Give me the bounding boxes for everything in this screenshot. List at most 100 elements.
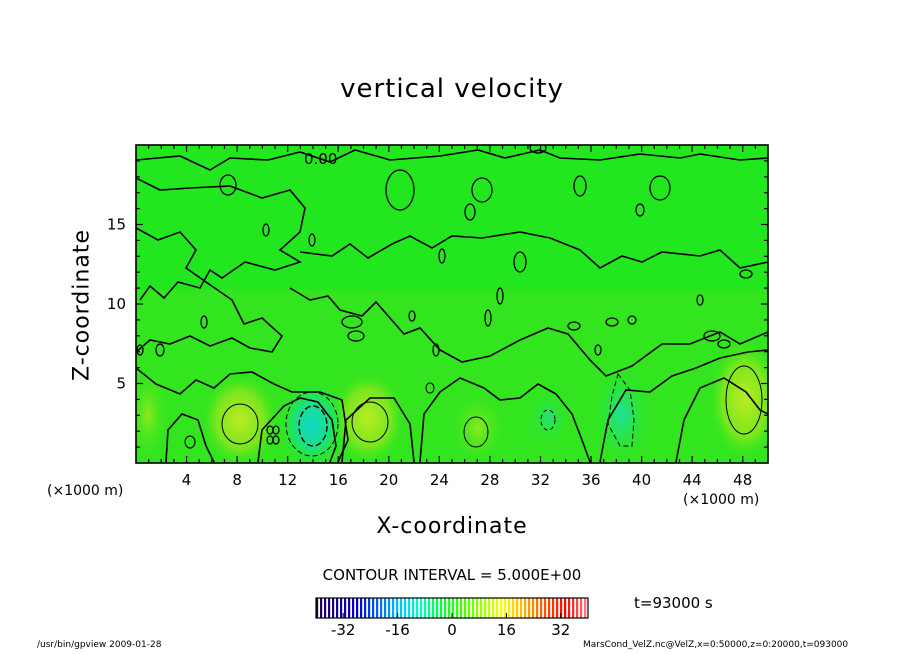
colorbar-swatch <box>344 598 347 618</box>
colorbar-swatch <box>536 598 539 618</box>
colorbar-swatch <box>404 598 407 618</box>
contour-field: 0.00 <box>136 145 768 463</box>
y-axis: 5 10 15 <box>107 160 768 448</box>
colorbar-swatch <box>356 598 359 618</box>
colorbar-swatch <box>424 598 427 618</box>
colorbar-swatch <box>428 598 431 618</box>
x-tick-label: 36 <box>581 471 600 489</box>
x-axis-label: X-coordinate <box>376 514 528 539</box>
colorbar-swatch <box>416 598 419 618</box>
colorbar-swatch <box>328 598 331 618</box>
colorbar-swatch <box>576 598 579 618</box>
colorbar-swatch <box>324 598 327 618</box>
colorbar-swatch <box>396 598 399 618</box>
colorbar-swatch <box>488 598 491 618</box>
contour-interval-label: CONTOUR INTERVAL = 5.000E+00 <box>322 566 582 584</box>
x-tick-label: 48 <box>733 471 752 489</box>
colorbar-swatch <box>448 598 451 618</box>
colorbar-swatch <box>476 598 479 618</box>
colorbar-swatch <box>548 598 551 618</box>
colorbar-swatch <box>456 598 459 618</box>
colorbar-swatch <box>496 598 499 618</box>
colorbar-swatch <box>320 598 323 618</box>
colorbar-swatch <box>376 598 379 618</box>
x-tick-label: 28 <box>480 471 499 489</box>
colorbar-tick-label: 16 <box>497 621 516 639</box>
x-axis: 4 8 12 16 20 24 28 32 36 40 44 48 <box>148 145 756 489</box>
colorbar-tick-label: -32 <box>331 621 356 639</box>
colorbar-swatch <box>432 598 435 618</box>
colorbar-swatch <box>384 598 387 618</box>
x-tick-label: 40 <box>632 471 651 489</box>
colorbar-swatch <box>368 598 371 618</box>
x-unit-right: (×1000 m) <box>683 492 760 508</box>
colorbar-swatch <box>532 598 535 618</box>
colorbar-ticks: -32 -16 0 16 32 <box>331 613 570 639</box>
x-tick-label: 20 <box>379 471 398 489</box>
colorbar-swatch <box>484 598 487 618</box>
colorbar-swatch <box>524 598 527 618</box>
colorbar-swatch <box>436 598 439 618</box>
colorbar-tick-label: 32 <box>551 621 570 639</box>
colorbar-swatch <box>380 598 383 618</box>
y-tick-label: 10 <box>107 295 126 313</box>
colorbar-swatch <box>388 598 391 618</box>
footer-data-source: MarsCond_VelZ.nc@VelZ,x=0:50000,z=0:2000… <box>583 640 849 650</box>
colorbar-swatch <box>336 598 339 618</box>
colorbar-swatch <box>372 598 375 618</box>
colorbar-swatch <box>568 598 571 618</box>
colorbar-swatch <box>420 598 423 618</box>
time-label: t=93000 s <box>634 594 713 612</box>
colorbar-swatch <box>560 598 563 618</box>
colorbar-tick-label: 0 <box>447 621 457 639</box>
colorbar-swatch <box>516 598 519 618</box>
x-unit-left: (×1000 m) <box>47 483 124 499</box>
x-tick-label: 4 <box>182 471 192 489</box>
colorbar-swatch <box>444 598 447 618</box>
colorbar-swatch <box>552 598 555 618</box>
chart-title: vertical velocity <box>340 74 564 104</box>
colorbar-swatch <box>412 598 415 618</box>
colorbar-swatch <box>472 598 475 618</box>
colorbar-swatch <box>392 598 395 618</box>
y-tick-label: 5 <box>116 375 126 393</box>
y-axis-label: Z-coordinate <box>69 229 95 381</box>
colorbar-swatch <box>584 598 587 618</box>
colorbar-swatch <box>408 598 411 618</box>
colorbar-swatch <box>564 598 567 618</box>
colorbar-swatch <box>544 598 547 618</box>
colorbar-swatch <box>504 598 507 618</box>
x-tick-label: 8 <box>232 471 242 489</box>
colorbar-tick-label: -16 <box>385 621 410 639</box>
colorbar-swatch <box>492 598 495 618</box>
colorbar-swatch <box>460 598 463 618</box>
colorbar-swatch <box>348 598 351 618</box>
colorbar-swatch <box>572 598 575 618</box>
colorbar-swatch <box>332 598 335 618</box>
colorbar-swatch <box>360 598 363 618</box>
colorbar <box>316 598 587 618</box>
colorbar-swatch <box>440 598 443 618</box>
y-tick-label: 15 <box>107 216 126 234</box>
footer-program-date: /usr/bin/gpview 2009-01-28 <box>37 640 162 650</box>
x-tick-label: 32 <box>531 471 550 489</box>
colorbar-swatch <box>556 598 559 618</box>
colorbar-swatch <box>480 598 483 618</box>
x-tick-label: 12 <box>278 471 297 489</box>
x-tick-label: 24 <box>430 471 449 489</box>
colorbar-swatch <box>452 598 455 618</box>
colorbar-swatch <box>508 598 511 618</box>
colorbar-swatch <box>364 598 367 618</box>
contour-label: 0.00 <box>304 150 337 168</box>
colorbar-swatch <box>512 598 515 618</box>
colorbar-swatch <box>468 598 471 618</box>
colorbar-swatch <box>316 598 319 618</box>
colorbar-swatch <box>400 598 403 618</box>
x-tick-label: 44 <box>683 471 702 489</box>
colorbar-swatch <box>500 598 503 618</box>
colorbar-swatch <box>464 598 467 618</box>
colorbar-swatch <box>528 598 531 618</box>
colorbar-swatch <box>580 598 583 618</box>
colorbar-swatch <box>340 598 343 618</box>
